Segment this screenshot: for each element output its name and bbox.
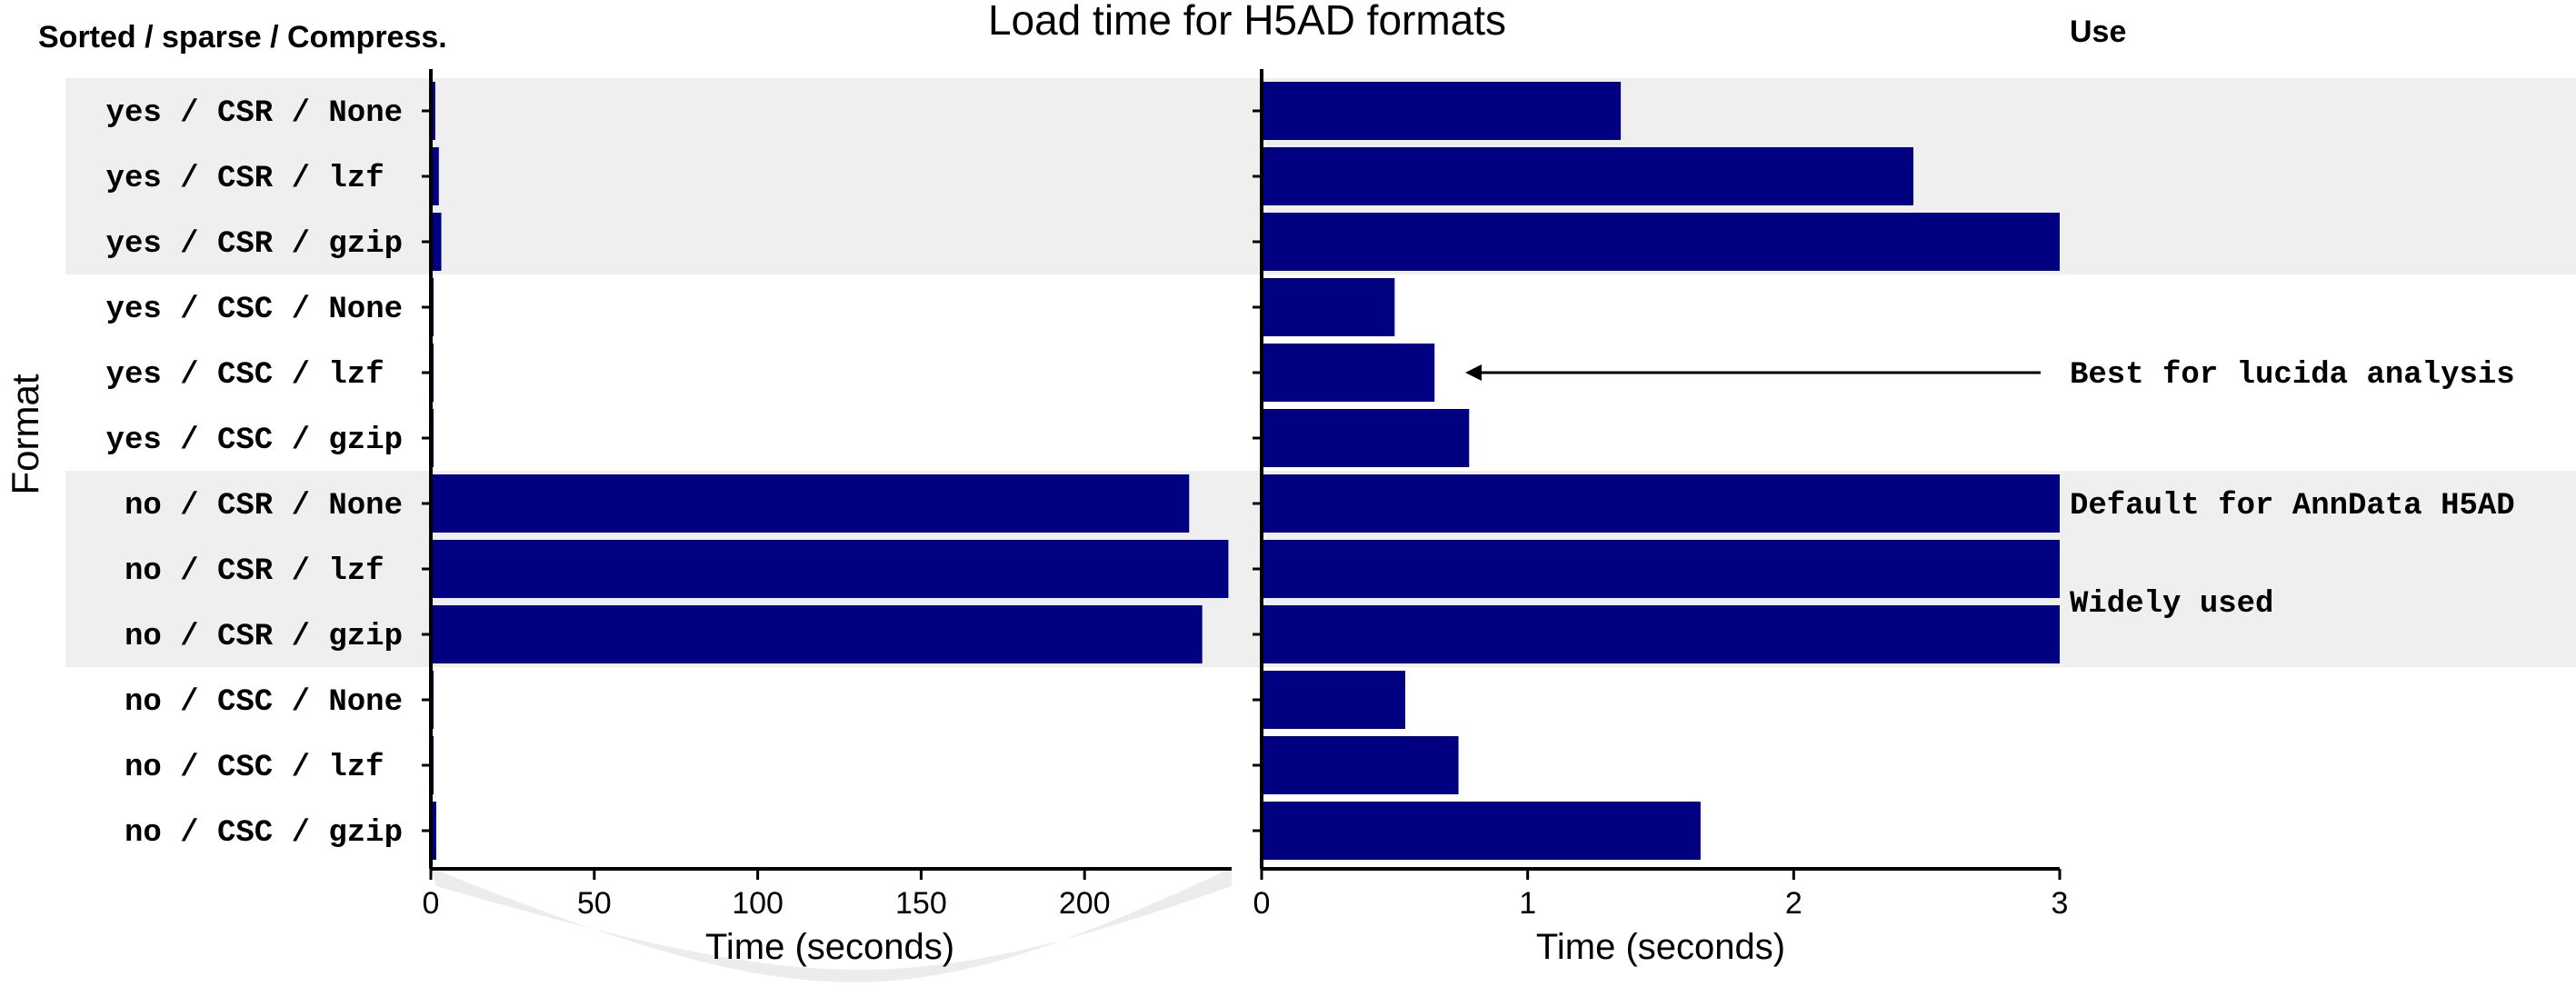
annotation-arrowhead bbox=[1465, 364, 1482, 381]
x-axis-title-right: Time (seconds) bbox=[1536, 927, 1785, 967]
x-tick-label: 1 bbox=[1519, 886, 1536, 921]
x-tick-label: 2 bbox=[1785, 886, 1802, 921]
column-header-left: Sorted / sparse / Compress. bbox=[38, 20, 447, 55]
panel-zoomed: 0 1 2 3 bbox=[1253, 69, 2068, 921]
bar bbox=[431, 82, 435, 140]
category-label: yes / CSR / None bbox=[106, 96, 403, 131]
bar bbox=[1262, 605, 2060, 663]
category-label: no / CSC / lzf bbox=[125, 751, 403, 785]
category-labels: yes / CSR / None yes / CSR / lzf yes / CS… bbox=[106, 96, 403, 851]
bar bbox=[431, 802, 436, 860]
bar bbox=[431, 147, 439, 205]
category-label: no / CSR / lzf bbox=[125, 554, 403, 589]
x-tick-label: 3 bbox=[2052, 886, 2069, 921]
bar bbox=[1262, 344, 1435, 402]
bar bbox=[1262, 671, 1406, 729]
x-tick-label: 200 bbox=[1059, 886, 1111, 921]
x-axis-title-left: Time (seconds) bbox=[705, 927, 954, 967]
bar bbox=[1262, 147, 1914, 205]
bar bbox=[1262, 82, 1622, 140]
annotation-label: Best for lucida analysis bbox=[2070, 358, 2515, 393]
x-tick-label: 0 bbox=[1253, 886, 1271, 921]
category-label: yes / CSC / None bbox=[106, 293, 403, 327]
bar bbox=[431, 474, 1190, 533]
column-header-right: Use bbox=[2070, 15, 2126, 49]
category-label: no / CSR / None bbox=[125, 489, 403, 523]
bar bbox=[431, 605, 1203, 663]
panel-full-range: 0 50 100 150 200 bbox=[422, 69, 1232, 921]
chart-title: Load time for H5AD formats bbox=[988, 0, 1506, 44]
x-tick-label: 150 bbox=[895, 886, 947, 921]
category-label: yes / CSR / lzf bbox=[106, 162, 403, 196]
category-label: no / CSR / gzip bbox=[125, 620, 403, 654]
annotation-label: Default for AnnData H5AD bbox=[2070, 489, 2515, 523]
x-tick-label: 100 bbox=[732, 886, 784, 921]
bar bbox=[1262, 540, 2060, 598]
category-label: no / CSC / None bbox=[125, 685, 403, 720]
category-label: yes / CSC / lzf bbox=[106, 358, 403, 393]
bar bbox=[431, 540, 1229, 598]
bar bbox=[1262, 213, 2060, 271]
x-tick-label: 50 bbox=[577, 886, 612, 921]
bar bbox=[1262, 736, 1459, 794]
category-label: yes / CSC / gzip bbox=[106, 424, 403, 458]
category-label: no / CSC / gzip bbox=[125, 816, 403, 851]
bar bbox=[1262, 409, 1470, 467]
category-label: yes / CSR / gzip bbox=[106, 227, 403, 262]
bar bbox=[431, 213, 442, 271]
annotations: Best for lucida analysis Default for AnnD… bbox=[1465, 358, 2515, 622]
bar bbox=[1262, 474, 2060, 533]
x-tick-label: 0 bbox=[423, 886, 440, 921]
bar bbox=[1262, 278, 1395, 336]
bar bbox=[1262, 802, 1701, 860]
annotation-label: Widely used bbox=[2070, 587, 2273, 622]
y-axis-title: Format bbox=[4, 374, 46, 494]
